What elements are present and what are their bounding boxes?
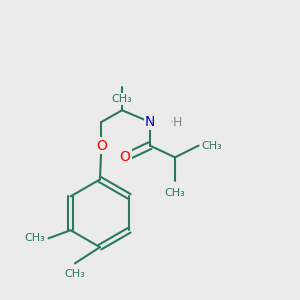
- Text: CH₃: CH₃: [64, 269, 85, 279]
- Text: N: N: [145, 115, 155, 129]
- Text: ·H: ·H: [169, 116, 182, 128]
- Text: CH₃: CH₃: [112, 94, 132, 104]
- Text: CH₃: CH₃: [165, 188, 185, 198]
- Text: CH₃: CH₃: [202, 141, 222, 151]
- Text: CH₃: CH₃: [25, 233, 46, 243]
- Text: O: O: [96, 139, 107, 153]
- Text: O: O: [119, 150, 130, 164]
